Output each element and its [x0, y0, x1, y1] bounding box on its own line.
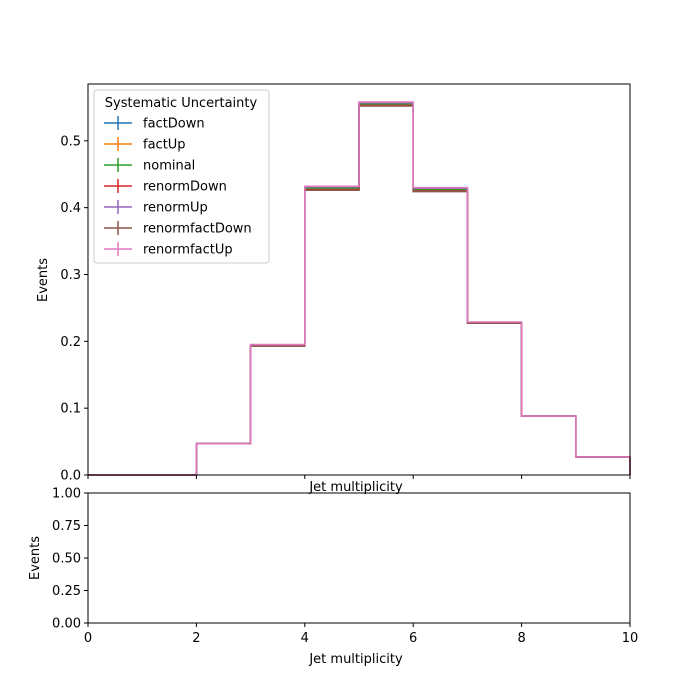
- legend-title: Systematic Uncertainty: [105, 96, 258, 111]
- top-y-axis-label: Events: [36, 258, 51, 302]
- top-y-tick-label: 0.5: [60, 134, 81, 149]
- bottom-x-axis-label: Jet multiplicity: [308, 652, 403, 667]
- top-y-tick-label: 0.3: [60, 268, 81, 283]
- bottom-x-tick-label: 8: [517, 631, 525, 646]
- bottom-y-axis-label: Events: [28, 536, 43, 580]
- legend-box: [93, 89, 270, 264]
- legend-item-renormfactUp: renormfactUp: [104, 242, 233, 258]
- legend-items: factDown factUp nominal renormDown renormUp r…: [104, 116, 252, 258]
- bottom-y-tick-label: 0.25: [52, 584, 81, 599]
- top-x-axis-label: Jet multiplicity: [308, 480, 403, 495]
- legend-label: factUp: [143, 138, 186, 153]
- legend-label: renormDown: [143, 180, 227, 195]
- legend-label: nominal: [143, 159, 195, 174]
- top-y-tick-label: 0.1: [60, 402, 81, 417]
- top-y-tick-label: 0.0: [60, 469, 81, 484]
- top-y-tick-label: 0.4: [60, 201, 81, 216]
- bottom-x-tick-label: 0: [84, 631, 92, 646]
- bottom-y-tick-label: 0.00: [52, 617, 81, 632]
- series-step-renormfactUp: [88, 101, 631, 476]
- bottom-y-tick-label: 1.00: [52, 487, 81, 502]
- legend-label: renormfactUp: [143, 243, 233, 258]
- bottom-x-tick-label: 10: [622, 631, 639, 646]
- top-y-ticks: 0.0 0.1 0.2 0.3 0.4 0.5: [60, 134, 88, 484]
- legend-item-nominal: nominal: [104, 158, 195, 174]
- legend: Systematic Uncertainty factDown factUp nom…: [93, 89, 270, 264]
- bottom-axes-frame: [87, 492, 631, 624]
- legend-item-renormDown: renormDown: [104, 179, 227, 195]
- legend-item-factUp: factUp: [104, 137, 186, 153]
- top-x-ticks: [87, 475, 631, 479]
- top-series-layer: [88, 101, 631, 476]
- legend-label: renormUp: [143, 201, 208, 216]
- legend-label: factDown: [143, 117, 205, 132]
- legend-item-renormfactDown: renormfactDown: [104, 221, 252, 237]
- top-y-tick-label: 0.2: [60, 335, 81, 350]
- legend-label: renormfactDown: [143, 222, 252, 237]
- legend-item-factDown: factDown: [104, 116, 205, 132]
- bottom-x-tick-label: 6: [409, 631, 417, 646]
- bottom-panel: 0 2 4 6 8 10 0.00 0.25 0.50 0.75 1.00 Jet multipl…: [28, 487, 638, 668]
- bottom-x-tick-label: 2: [192, 631, 200, 646]
- bottom-y-ticks: 0.00 0.25 0.50 0.75 1.00: [52, 487, 88, 632]
- top-panel: 0.0 0.1 0.2 0.3 0.4 0.5 Jet multiplicity Even…: [36, 83, 631, 495]
- bottom-y-tick-label: 0.75: [52, 519, 81, 534]
- bottom-y-tick-label: 0.50: [52, 552, 81, 567]
- top-axes-frame: [87, 83, 631, 476]
- bottom-x-ticks: 0 2 4 6 8 10: [84, 623, 638, 646]
- bottom-x-tick-label: 4: [301, 631, 309, 646]
- legend-item-renormUp: renormUp: [104, 200, 208, 216]
